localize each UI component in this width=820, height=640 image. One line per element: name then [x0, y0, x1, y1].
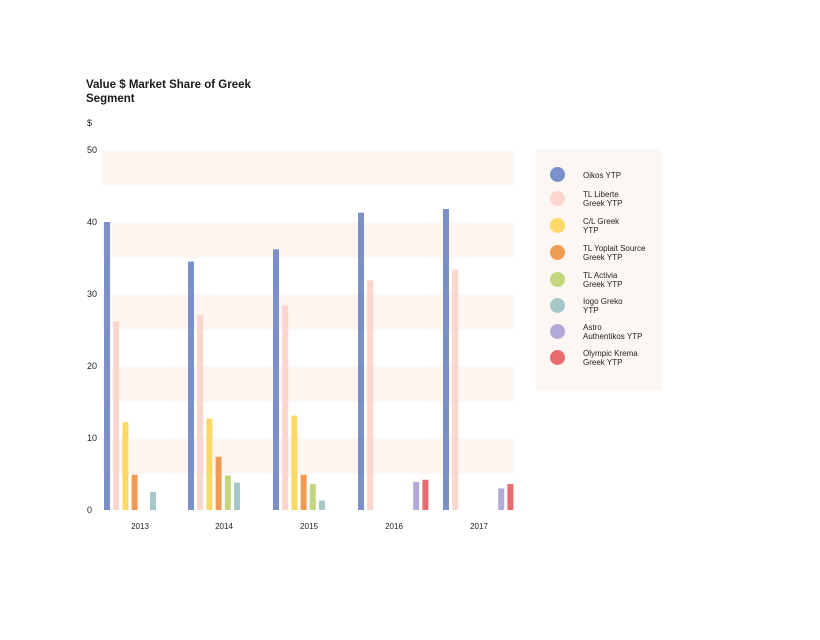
- bar-tl-liberte-greek-ytp-2013: [113, 321, 120, 510]
- legend-swatch: [550, 218, 565, 233]
- legend-swatch: [550, 324, 565, 339]
- legend-item: Iogo Greko YTP: [536, 296, 662, 322]
- bar-astro-authentikos-ytp-2016: [413, 481, 420, 510]
- bar-tl-activia-greek-ytp-2014: [224, 475, 231, 510]
- bar-oikos-ytp-2015: [273, 249, 279, 511]
- bar-oikos-ytp-2016: [358, 212, 364, 510]
- x-tick-label: 2015: [300, 522, 318, 531]
- bar-tl-yoplait-source-greek-ytp-2013: [131, 474, 138, 510]
- grid-band: [102, 222, 514, 258]
- y-tick-label: 10: [87, 433, 97, 443]
- legend: Oikos YTP TL Liberte Greek YTP C/L Greek Y…: [536, 149, 662, 390]
- bar-tl-liberte-greek-ytp-2017: [452, 269, 459, 510]
- bar-olympic-krema-greek-ytp-2017: [507, 484, 514, 510]
- bar-tl-liberte-greek-ytp-2015: [282, 305, 289, 510]
- legend-label: TL Liberte Greek YTP: [583, 190, 623, 208]
- legend-swatch: [550, 350, 565, 365]
- bar-c-l-greek-ytp-2014: [206, 418, 213, 510]
- legend-item: TL Yoplait Source Greek YTP: [536, 243, 662, 269]
- chart-title: Value $ Market Share of Greek Segment: [86, 79, 251, 105]
- bar-iogo-greko-ytp-2013: [150, 492, 156, 510]
- y-axis-label: $: [87, 118, 92, 128]
- bar-oikos-ytp-2013: [104, 222, 110, 510]
- legend-swatch: [550, 298, 565, 313]
- legend-item: Olympic Krema Greek YTP: [536, 348, 662, 374]
- legend-label: TL Activia Greek YTP: [583, 271, 623, 289]
- legend-swatch: [550, 167, 565, 182]
- grid-band: [102, 150, 514, 186]
- x-tick-label: 2016: [385, 522, 403, 531]
- legend-label: Oikos YTP: [583, 171, 622, 180]
- x-tick-label: 2017: [470, 522, 488, 531]
- y-tick-label: 20: [87, 361, 97, 371]
- legend-item: C/L Greek YTP: [536, 216, 662, 242]
- y-tick-label: 0: [87, 505, 92, 515]
- x-tick-label: 2014: [215, 522, 233, 531]
- legend-item: TL Liberte Greek YTP: [536, 189, 662, 215]
- legend-swatch: [550, 245, 565, 260]
- bar-oikos-ytp-2014: [188, 261, 194, 510]
- bar-c-l-greek-ytp-2013: [122, 422, 129, 510]
- x-tick-label: 2013: [131, 522, 149, 531]
- bar-olympic-krema-greek-ytp-2016: [422, 479, 429, 510]
- legend-label: TL Yoplait Source Greek YTP: [583, 244, 646, 262]
- bar-tl-liberte-greek-ytp-2014: [197, 314, 204, 510]
- legend-item: Oikos YTP: [536, 165, 662, 191]
- y-tick-label: 50: [87, 145, 97, 155]
- legend-label: Astro Authentikos YTP: [583, 323, 643, 341]
- y-tick-label: 30: [87, 289, 97, 299]
- y-tick-label: 40: [87, 217, 97, 227]
- bar-oikos-ytp-2017: [443, 209, 449, 511]
- legend-item: Astro Authentikos YTP: [536, 322, 662, 348]
- legend-label: C/L Greek YTP: [583, 217, 620, 235]
- bar-tl-yoplait-source-greek-ytp-2015: [300, 474, 307, 510]
- bar-c-l-greek-ytp-2015: [291, 415, 298, 510]
- bar-tl-yoplait-source-greek-ytp-2014: [215, 456, 222, 510]
- legend-label: Olympic Krema Greek YTP: [583, 349, 638, 367]
- bar-tl-activia-greek-ytp-2015: [309, 484, 316, 510]
- bar-astro-authentikos-ytp-2017: [498, 488, 505, 510]
- legend-swatch: [550, 272, 565, 287]
- legend-item: TL Activia Greek YTP: [536, 270, 662, 296]
- legend-label: Iogo Greko YTP: [583, 297, 623, 315]
- bar-tl-liberte-greek-ytp-2016: [367, 280, 374, 510]
- legend-swatch: [550, 191, 565, 206]
- bar-iogo-greko-ytp-2015: [319, 500, 325, 510]
- bar-iogo-greko-ytp-2014: [234, 482, 240, 510]
